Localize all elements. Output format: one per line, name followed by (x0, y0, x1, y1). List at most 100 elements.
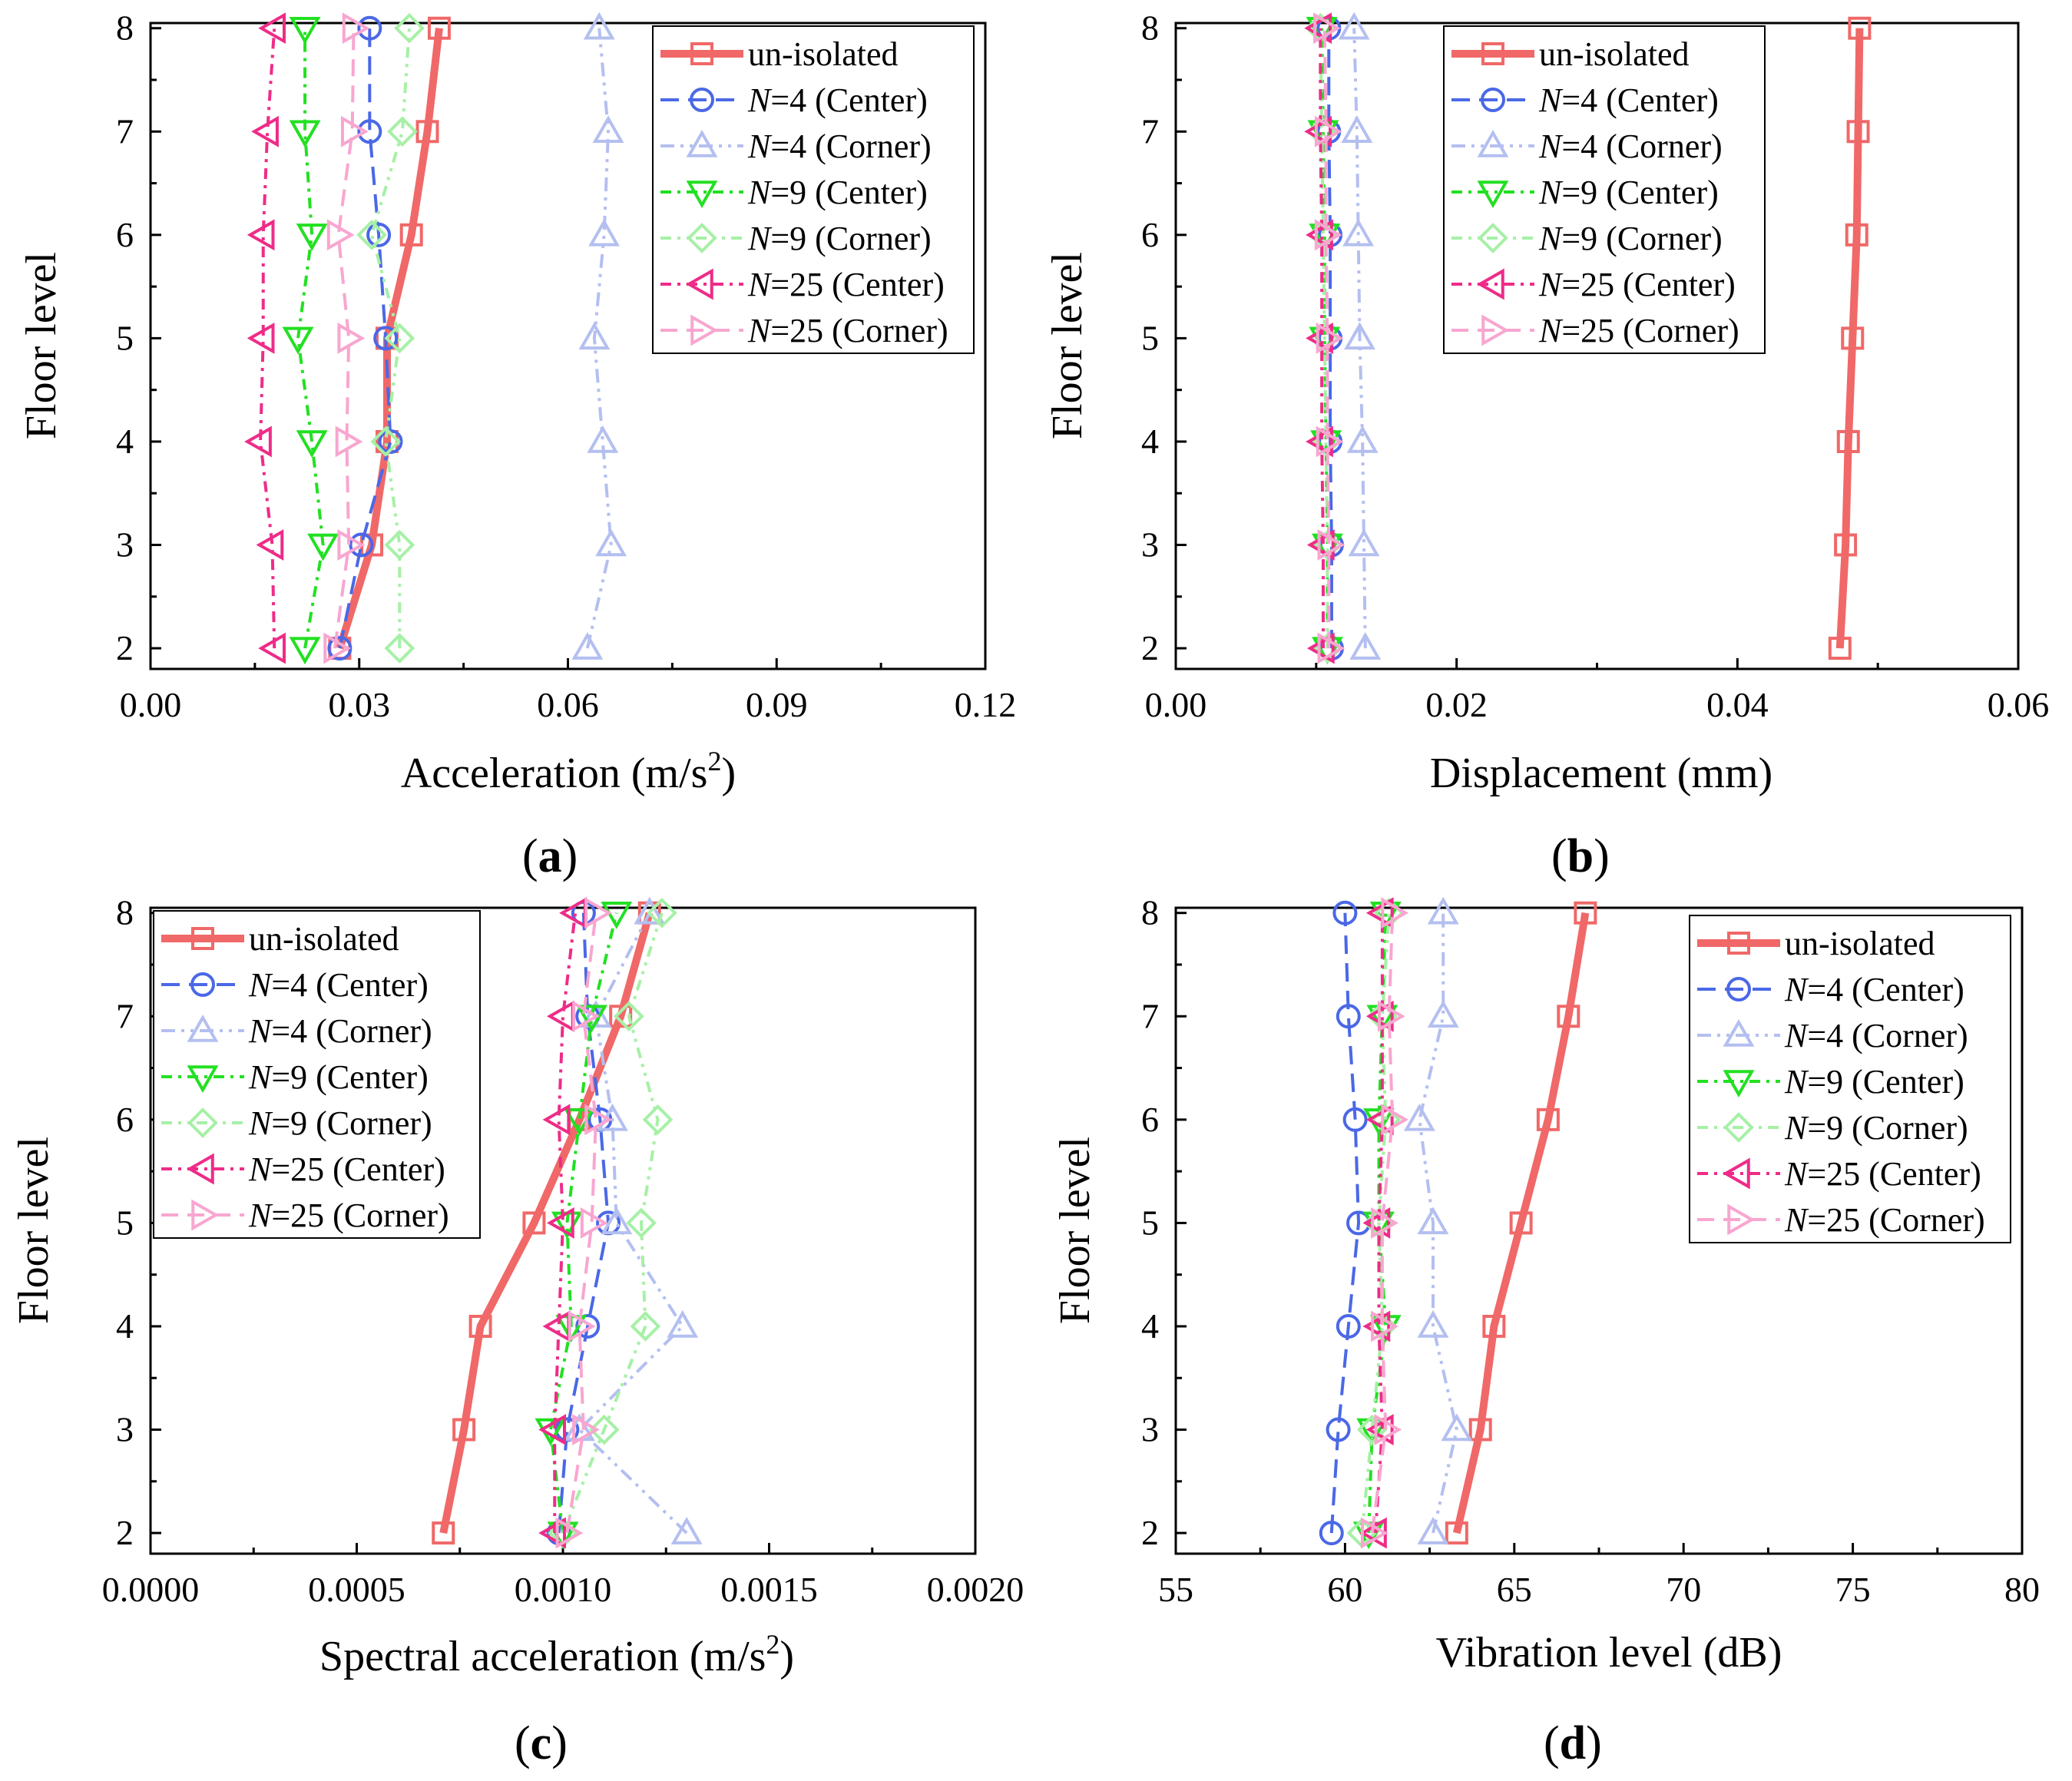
x-tick-label: 60 (1327, 1570, 1362, 1609)
x-tick-label: 0.04 (1706, 685, 1769, 724)
y-tick-label: 4 (1141, 1306, 1159, 1346)
y-tick-label: 3 (1141, 1410, 1159, 1449)
y-tick-label: 7 (1141, 111, 1159, 151)
legend-marker (1727, 1203, 1756, 1236)
data-point (1834, 533, 1858, 557)
data-point (572, 1414, 600, 1445)
data-point (1362, 1207, 1391, 1239)
y-tick-label: 4 (116, 422, 134, 461)
data-point (1377, 1000, 1405, 1032)
data-point (583, 12, 615, 40)
y-axis-title: Floor level (1044, 252, 1091, 439)
data-point (1341, 115, 1373, 144)
data-point (595, 528, 627, 557)
data-point (522, 1211, 546, 1235)
data-point (571, 632, 604, 660)
data-point (247, 219, 275, 251)
data-point (1313, 12, 1341, 45)
legend-label: N=9 (Center) (1538, 174, 1719, 211)
series-line (1835, 28, 1864, 649)
data-point (630, 1311, 661, 1342)
legend-label: N=9 (Corner) (248, 1104, 432, 1142)
legend-label: N=25 (Center) (1784, 1155, 1981, 1193)
data-point (1336, 1313, 1361, 1339)
data-point (1417, 1309, 1449, 1338)
data-point (1338, 12, 1370, 40)
legend-marker (1723, 1112, 1754, 1143)
data-point (1557, 1005, 1580, 1028)
data-point (555, 1315, 588, 1342)
legend-box (153, 910, 481, 1239)
legend-marker (1722, 1157, 1750, 1190)
series-n4_corner (571, 12, 627, 660)
series-unisolated (1445, 901, 1597, 1545)
data-point (342, 12, 370, 45)
legend-marker (186, 1153, 214, 1185)
data-point (1304, 115, 1332, 147)
data-point (256, 529, 284, 561)
data-point (1445, 1521, 1468, 1545)
x-axis-title: Displacement (mm) (1430, 750, 1772, 797)
legend-marker (191, 927, 214, 950)
legend-marker (1723, 1018, 1755, 1047)
legend-marker (690, 88, 714, 112)
legend-marker (1723, 1070, 1755, 1098)
series-line (565, 912, 597, 1534)
data-point (335, 425, 363, 458)
y-tick-label: 5 (1141, 318, 1159, 357)
series-n9_corner (356, 12, 425, 664)
data-point (1306, 632, 1335, 664)
legend-marker (1481, 314, 1510, 346)
y-tick-label: 8 (1141, 893, 1159, 932)
x-axis-title: Spectral acceleration (m/s2) (319, 1629, 794, 1680)
data-point (378, 429, 403, 454)
legend-label: N=4 (Corner) (1538, 127, 1723, 165)
x-tick-label: 0.0020 (927, 1570, 1024, 1609)
data-point (1316, 425, 1344, 458)
data-point (1441, 1413, 1473, 1442)
data-point (538, 1414, 567, 1445)
data-point (356, 220, 387, 250)
data-point (337, 529, 366, 561)
legend-marker (686, 180, 718, 209)
series-line (1418, 912, 1458, 1534)
data-point (373, 326, 399, 351)
data-point (1332, 900, 1358, 925)
data-point (1841, 326, 1865, 350)
panel-1: 0.00 0.03 0.06 0.09 0.12 2 3 4 5 6 7 8 Acceleration … (18, 8, 1016, 882)
data-point (1326, 1417, 1351, 1442)
legend-marker (1477, 129, 1509, 157)
data-point (1342, 1107, 1368, 1132)
data-point (1314, 115, 1342, 147)
series-n25_center (244, 12, 286, 664)
data-point (1371, 1207, 1398, 1239)
data-point (258, 12, 286, 45)
data-point (1317, 529, 1345, 561)
data-point (609, 1005, 633, 1028)
legend-marker (191, 1199, 220, 1231)
data-point (1845, 223, 1868, 247)
data-point (468, 1314, 492, 1338)
legend-label: N=4 (Center) (747, 81, 928, 119)
data-point (580, 1207, 608, 1239)
data-point (1482, 1314, 1506, 1338)
data-point (1304, 12, 1332, 45)
data-point (357, 119, 382, 144)
data-point (1317, 632, 1345, 664)
data-point (1336, 1004, 1361, 1029)
data-point (384, 323, 415, 354)
panel-3: 0.0000 0.0005 0.0010 0.0015 0.0020 2 3 4 5 6 7 8 Spe… (10, 893, 1024, 1769)
data-point (667, 1309, 699, 1338)
data-point (1371, 1310, 1398, 1342)
data-point (1427, 1000, 1459, 1028)
x-tick-label: 70 (1666, 1570, 1701, 1609)
legend-box (1689, 915, 2011, 1243)
x-tick-label: 0.12 (955, 685, 1017, 724)
panel-label: (c) (515, 1717, 568, 1769)
legend-box (652, 25, 975, 354)
data-point (670, 1517, 703, 1544)
series-n25_corner (323, 12, 370, 664)
data-point (258, 632, 286, 664)
legend-label: N=4 (Corner) (248, 1012, 432, 1050)
data-point (323, 632, 352, 664)
